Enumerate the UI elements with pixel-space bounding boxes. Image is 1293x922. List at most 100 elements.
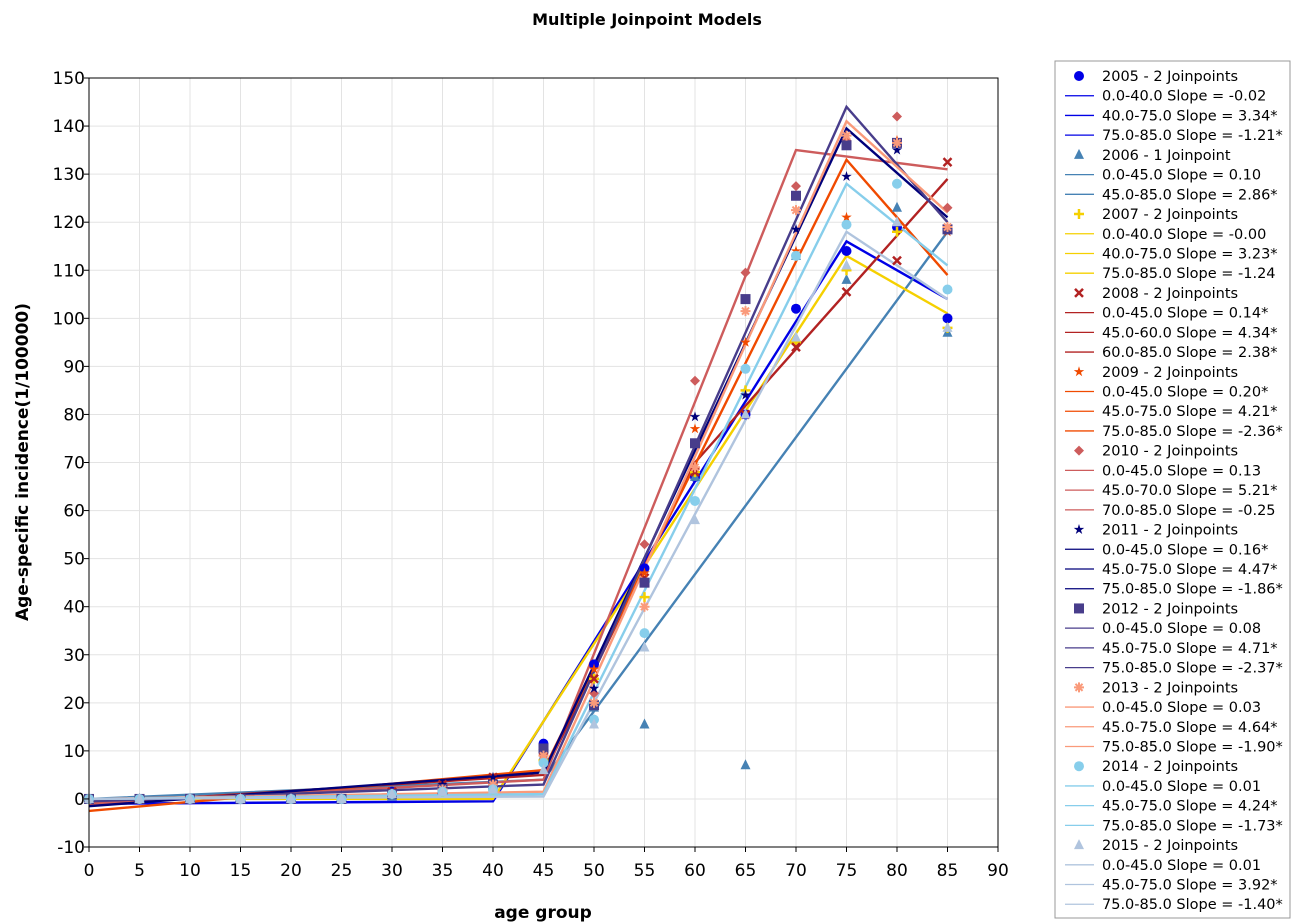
y-tick-label: 50 (63, 550, 85, 570)
legend-series-label: 2009 - 2 Joinpoints (1102, 365, 1238, 381)
legend-segment-label: 45.0-75.0 Slope = 4.71* (1102, 641, 1278, 657)
fit-line-6 (88, 148, 948, 805)
data-point-11 (589, 718, 599, 729)
data-point-5 (740, 336, 751, 347)
data-point-1 (942, 313, 953, 324)
fit-line-5 (88, 157, 949, 813)
data-point-8 (538, 743, 549, 754)
data-point-11 (134, 792, 145, 803)
data-point-4 (892, 255, 902, 266)
legend-segment-label: 0.0-45.0 Slope = 0.14* (1102, 306, 1268, 322)
data-point-11 (740, 408, 751, 419)
legend-segment-label: 45.0-75.0 Slope = 4.24* (1102, 799, 1278, 815)
fit-line-3 (89, 254, 949, 801)
x-tick-label: 60 (684, 861, 706, 881)
data-point-7 (841, 171, 852, 181)
fit-line-11 (88, 230, 949, 801)
y-tick-label: 140 (53, 117, 85, 137)
legend-segment-label: 0.0-45.0 Slope = 0.01 (1102, 858, 1261, 874)
y-tick-label: 40 (63, 598, 85, 618)
legend-segment-label: 0.0-40.0 Slope = -0.02 (1102, 89, 1266, 105)
legend-segment-label: 75.0-85.0 Slope = -1.21* (1102, 128, 1283, 144)
x-tick-label: 20 (280, 861, 302, 881)
y-tick-label: 100 (53, 309, 85, 329)
legend-segment-label: 0.0-40.0 Slope = -0.00 (1102, 227, 1266, 243)
legend-segment-label: 45.0-60.0 Slope = 4.34* (1102, 325, 1278, 341)
legend-marker-4 (1074, 288, 1084, 298)
data-point-11 (387, 788, 397, 799)
x-tick-label: 5 (134, 861, 145, 881)
y-axis-ticks: -10 0 10 20 30 40 50 60 70 80 90 100 110 120 130 140 150 (53, 69, 89, 858)
data-point-10 (639, 628, 650, 639)
legend-series-label: 2005 - 2 Joinpoints (1102, 69, 1238, 85)
legend-series-label: 2013 - 2 Joinpoints (1102, 680, 1238, 696)
x-tick-label: 90 (987, 861, 1009, 881)
data-point-7 (487, 771, 499, 782)
data-point-2 (841, 273, 852, 284)
x-axis-ticks: 0 5 10 15 20 25 30 35 40 45 50 55 60 65 70 75 80 85 90 (84, 847, 1009, 881)
data-point-11 (942, 321, 953, 332)
data-point-4 (589, 673, 599, 684)
legend-segment-label: 0.0-45.0 Slope = 0.10 (1102, 168, 1261, 184)
legend-marker-9 (1074, 682, 1084, 693)
y-tick-label: 80 (63, 405, 85, 425)
legend-segment-label: 45.0-75.0 Slope = 4.47* (1102, 562, 1278, 578)
data-point-1 (791, 303, 801, 314)
legend-box (1054, 60, 1291, 919)
fit-line-8 (88, 104, 949, 803)
legend-segment-label: 45.0-75.0 Slope = 4.21* (1102, 404, 1278, 420)
legend-segment-label: 45.0-75.0 Slope = 4.64* (1102, 720, 1278, 736)
y-tick-label: 60 (63, 502, 85, 522)
data-point-8 (791, 190, 801, 201)
fit-line-10 (88, 181, 949, 801)
legend-segment-label: 75.0-85.0 Slope = -1.86* (1102, 582, 1283, 598)
x-tick-label: 25 (331, 861, 353, 881)
data-point-6 (942, 202, 953, 213)
data-point-6 (892, 111, 902, 122)
data-point-10 (791, 250, 801, 261)
legend-segment-label: 40.0-75.0 Slope = 3.34* (1102, 108, 1278, 124)
y-tick-label: 10 (63, 742, 85, 762)
data-point-10 (841, 219, 852, 230)
data-point-11 (639, 641, 650, 652)
y-axis-title: Age-specific incidence(1/100000) (13, 303, 33, 621)
data-point-9 (791, 205, 801, 216)
data-point-5 (689, 423, 701, 434)
x-tick-label: 0 (84, 861, 95, 881)
legend-segment-label: 75.0-85.0 Slope = -1.90* (1102, 739, 1283, 755)
legend-segment-label: 75.0-85.0 Slope = -2.37* (1102, 661, 1283, 677)
legend: 2005 - 2 Joinpoints 0.0-40.0 Slope = -0.0… (1065, 69, 1283, 913)
data-point-7 (740, 389, 751, 400)
data-points (83, 111, 953, 804)
legend-marker-3 (1074, 209, 1084, 220)
legend-segment-label: 0.0-45.0 Slope = 0.13 (1102, 463, 1261, 479)
data-point-8 (639, 577, 650, 588)
x-tick-label: 30 (381, 861, 403, 881)
data-point-6 (690, 375, 700, 386)
data-point-9 (538, 750, 549, 761)
data-point-1 (841, 246, 852, 257)
data-point-7 (437, 779, 448, 789)
data-point-5 (588, 663, 600, 674)
x-tick-label: 35 (432, 861, 454, 881)
x-tick-label: 85 (937, 861, 959, 881)
data-point-9 (942, 221, 953, 232)
data-point-2 (740, 759, 751, 770)
legend-series-label: 2012 - 2 Joinpoints (1102, 601, 1238, 617)
data-point-9 (740, 306, 751, 317)
legend-marker-8 (1074, 603, 1084, 614)
fit-line-7 (88, 126, 949, 808)
x-tick-label: 55 (634, 861, 656, 881)
data-point-4 (791, 342, 801, 353)
data-point-9 (841, 130, 852, 141)
data-point-11 (185, 792, 195, 803)
chart-title: Multiple Joinpoint Models (532, 10, 762, 29)
legend-segment-label: 0.0-45.0 Slope = 0.08 (1102, 621, 1261, 637)
data-point-11 (690, 514, 700, 525)
legend-segment-label: 40.0-75.0 Slope = 3.23* (1102, 246, 1278, 262)
legend-segment-label: 60.0-85.0 Slope = 2.38* (1102, 345, 1278, 361)
legend-series-label: 2008 - 2 Joinpoints (1102, 286, 1238, 302)
data-point-2 (639, 718, 650, 729)
data-point-6 (791, 181, 801, 192)
legend-marker-11 (1074, 839, 1084, 850)
